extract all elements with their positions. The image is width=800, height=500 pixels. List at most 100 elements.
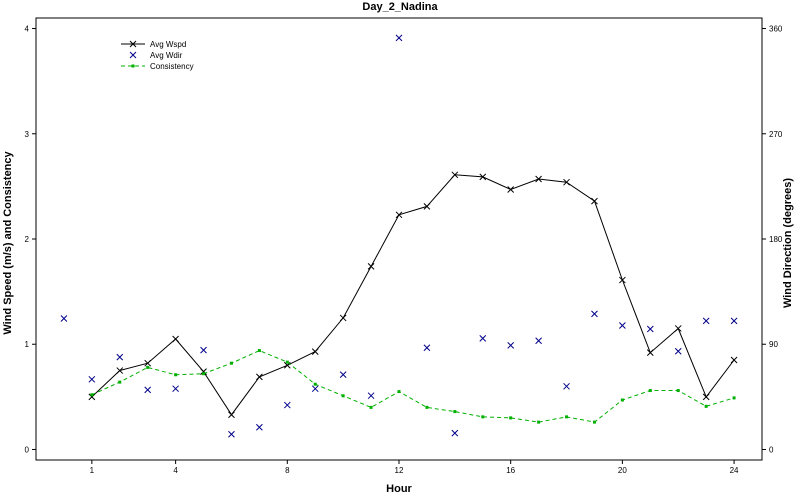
point-avg-wdir <box>591 310 598 318</box>
point-avg-wdir <box>311 385 319 393</box>
series-layer <box>60 34 738 438</box>
point-avg-wdir <box>256 423 263 431</box>
point-consistency <box>174 373 178 377</box>
legend-marker-consistency <box>131 64 135 68</box>
point-avg-wdir <box>60 315 68 322</box>
y-right-tick-label: 0 <box>769 445 774 454</box>
y-right-tick-label: 360 <box>769 25 783 34</box>
point-avg-wdir <box>730 317 738 325</box>
y-axis-left-ticks: 0 1 2 3 4 <box>25 25 36 454</box>
y-axis-right-label: Wind Direction (degrees) <box>782 178 794 308</box>
legend-marker-avg-wspd <box>129 40 137 48</box>
point-avg-wspd <box>563 178 570 186</box>
point-consistency <box>676 389 680 393</box>
point-avg-wdir <box>172 385 179 393</box>
point-avg-wdir <box>479 335 487 342</box>
point-avg-wspd <box>395 211 403 219</box>
x-tick-label: 1 <box>90 466 95 475</box>
legend-label-avg-wdir: Avg Wdir <box>150 51 183 60</box>
point-avg-wdir <box>646 325 654 333</box>
point-avg-wspd <box>200 368 207 375</box>
point-avg-wdir <box>535 337 542 345</box>
point-avg-wspd <box>88 393 96 401</box>
point-consistency <box>453 410 457 414</box>
point-avg-wspd <box>535 175 542 183</box>
point-consistency <box>229 361 233 365</box>
legend-marker-avg-wdir <box>129 51 137 59</box>
point-avg-wdir <box>144 386 152 394</box>
y-right-tick-label: 180 <box>769 235 783 244</box>
point-avg-wdir <box>395 34 403 42</box>
point-consistency <box>620 398 624 402</box>
point-avg-wdir <box>200 346 207 354</box>
y-right-tick-label: 90 <box>769 340 778 349</box>
point-avg-wspd <box>674 325 682 332</box>
point-avg-wspd <box>228 411 235 419</box>
x-tick-label: 4 <box>173 466 178 475</box>
point-avg-wspd <box>591 197 598 205</box>
point-consistency <box>537 420 541 424</box>
point-avg-wdir <box>451 429 459 437</box>
point-consistency <box>118 380 122 384</box>
point-consistency <box>509 416 513 420</box>
point-avg-wspd <box>367 263 375 270</box>
point-consistency <box>425 405 429 409</box>
point-consistency <box>732 396 736 400</box>
x-tick-label: 24 <box>730 466 739 475</box>
point-avg-wdir <box>507 342 515 349</box>
point-avg-wspd <box>256 373 263 381</box>
point-consistency <box>481 415 485 419</box>
point-avg-wdir <box>228 430 235 438</box>
legend-item-avg-wspd: Avg Wspd <box>121 40 186 49</box>
y-axis-left-label: Wind Speed (m/s) and Consistency <box>2 150 14 334</box>
y-axis-right-ticks: 0 90 180 270 360 <box>762 25 783 454</box>
point-avg-wspd <box>507 186 515 193</box>
point-avg-wdir <box>423 344 431 352</box>
x-tick-label: 20 <box>618 466 627 475</box>
legend-label-avg-wspd: Avg Wspd <box>150 40 186 49</box>
point-consistency <box>90 393 94 397</box>
x-axis-ticks: 1 4 8 12 16 20 24 <box>90 460 739 475</box>
point-avg-wdir <box>283 401 291 409</box>
point-avg-wdir <box>116 353 124 361</box>
series-line-consistency <box>91 350 735 423</box>
point-avg-wspd <box>730 356 738 364</box>
point-consistency <box>146 365 150 369</box>
x-tick-label: 8 <box>285 466 290 475</box>
chart-title: Day_2_Nadina <box>362 1 438 13</box>
legend-label-consistency: Consistency <box>150 62 194 71</box>
point-avg-wspd <box>172 335 179 343</box>
point-consistency <box>285 360 289 364</box>
point-consistency <box>257 349 261 353</box>
legend-item-consistency: Consistency <box>121 62 194 71</box>
point-consistency <box>313 382 317 386</box>
point-avg-wdir <box>619 322 626 329</box>
y-left-tick-label: 0 <box>25 445 30 454</box>
point-avg-wspd <box>619 276 626 284</box>
point-avg-wspd <box>339 314 347 322</box>
point-consistency <box>592 420 596 424</box>
point-avg-wspd <box>116 367 124 374</box>
point-avg-wspd <box>451 171 459 179</box>
point-consistency <box>341 394 345 398</box>
y-left-tick-label: 3 <box>25 130 30 139</box>
point-avg-wdir <box>367 392 375 400</box>
point-avg-wspd <box>646 349 654 357</box>
point-avg-wspd <box>423 203 431 210</box>
y-left-tick-label: 2 <box>25 235 30 244</box>
point-consistency <box>565 415 569 419</box>
y-left-tick-label: 1 <box>25 340 30 349</box>
y-right-tick-label: 270 <box>769 130 783 139</box>
series-line-avg-wspd <box>91 174 735 416</box>
legend: Avg Wspd Avg Wdir Consistency <box>121 40 194 71</box>
y-left-tick-label: 4 <box>25 25 30 34</box>
point-avg-wspd <box>144 359 152 367</box>
point-avg-wdir <box>88 375 96 383</box>
x-tick-label: 12 <box>395 466 404 475</box>
point-avg-wdir <box>339 371 347 378</box>
point-avg-wdir <box>563 382 570 390</box>
point-avg-wspd <box>311 348 319 355</box>
point-consistency <box>704 404 708 408</box>
